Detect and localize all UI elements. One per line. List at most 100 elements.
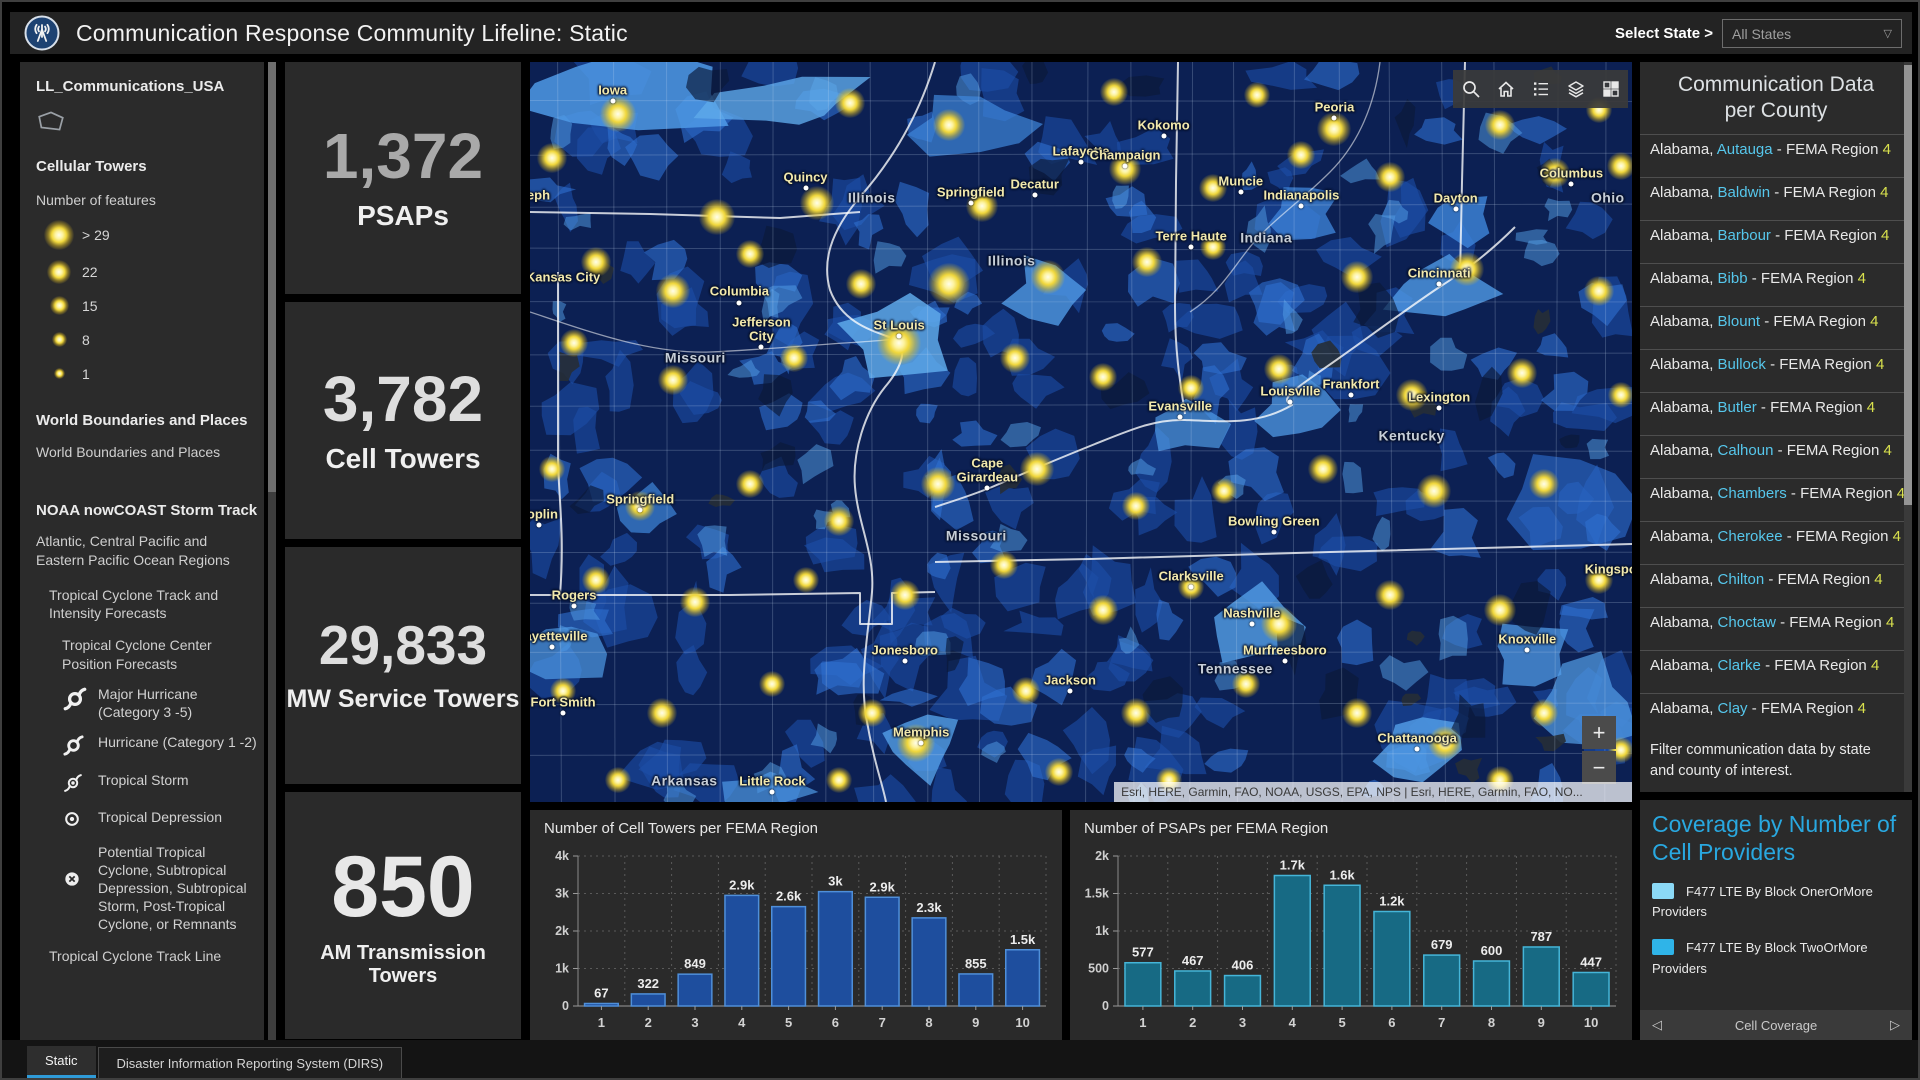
county-row[interactable]: Alabama, Butler - FEMA Region 4 (1640, 391, 1912, 435)
glow-dot-icon (51, 332, 67, 348)
size-class-row: 22 (36, 259, 258, 284)
svg-text:2k: 2k (1095, 849, 1109, 863)
bar (911, 917, 947, 1007)
county-row[interactable]: Alabama, Barbour - FEMA Region 4 (1640, 219, 1912, 263)
stat-label: Cell Towers (325, 442, 481, 474)
county-list: Alabama, Autauga - FEMA Region 4 Alabama,… (1640, 133, 1912, 736)
legend-scrollbar[interactable] (268, 62, 276, 1040)
legend-item-hurricane: Hurricane (Category 1 -2) (62, 733, 258, 760)
county-row[interactable]: Alabama, Choctaw - FEMA Region 4 (1640, 606, 1912, 650)
legend-item-potential-cyclone: Potential Tropical Cyclone, Subtropical … (62, 843, 258, 934)
glow-dot-icon (53, 368, 65, 380)
tab-bar: Static Disaster Information Reporting Sy… (2, 1040, 1918, 1078)
bar (1323, 884, 1361, 1007)
svg-text:10: 10 (1015, 1015, 1029, 1030)
county-row[interactable]: Alabama, Bullock - FEMA Region 4 (1640, 348, 1912, 392)
legend-panel: LL_Communications_USA Cellular Towers Nu… (20, 62, 264, 1040)
svg-text:6: 6 (832, 1015, 839, 1030)
county-row[interactable]: Alabama, Baldwin - FEMA Region 4 (1640, 176, 1912, 220)
tropical-storm-icon (62, 771, 98, 797)
cell-towers-chart: 0 1k 2k 3k 4k 67 1 322 2 849 3 2.9k 4 2.6k 5 3k 6 2.9k 7 2.… (530, 842, 1062, 1042)
svg-text:10: 10 (1584, 1015, 1598, 1030)
county-row[interactable]: Alabama, Calhoun - FEMA Region 4 (1640, 434, 1912, 478)
basemap-icon[interactable] (1593, 70, 1628, 108)
coverage-legend-item: F477 LTE By Block TwoOrMore Providers (1652, 939, 1868, 976)
county-scrollbar[interactable] (1904, 62, 1912, 792)
bar (958, 973, 994, 1007)
state-dropdown[interactable]: All States ▽ (1722, 19, 1902, 48)
size-class-label: > 29 (82, 226, 110, 243)
bar (1174, 970, 1212, 1007)
svg-text:2: 2 (645, 1015, 652, 1030)
svg-text:1.2k: 1.2k (1379, 894, 1405, 909)
county-data-panel: Communication Data per County Alabama, A… (1640, 62, 1912, 792)
stat-psaps: 1,372 PSAPs (285, 62, 521, 294)
svg-text:4k: 4k (555, 849, 569, 863)
header-bar: Communication Response Community Lifelin… (10, 12, 1912, 54)
size-class-row: 1 (36, 362, 258, 386)
county-row[interactable]: Alabama, Clarke - FEMA Region 4 (1640, 649, 1912, 693)
svg-text:679: 679 (1431, 937, 1453, 952)
map-zoom-controls: + − (1582, 716, 1616, 786)
polygon-symbol-icon (38, 111, 64, 131)
select-state-label: Select State > (1615, 25, 1713, 42)
county-row[interactable]: Alabama, Autauga - FEMA Region 4 (1640, 133, 1912, 177)
stat-label: AM Transmission Towers (320, 941, 486, 987)
svg-text:1.7k: 1.7k (1280, 858, 1306, 873)
svg-text:3k: 3k (828, 874, 843, 889)
bar (1472, 960, 1511, 1007)
county-row[interactable]: Alabama, Bibb - FEMA Region 4 (1640, 262, 1912, 306)
svg-text:406: 406 (1232, 958, 1254, 973)
zoom-out-button[interactable]: − (1582, 751, 1616, 784)
svg-text:3k: 3k (555, 887, 569, 901)
next-arrow-icon[interactable]: ▷ (1890, 1017, 1900, 1032)
home-icon[interactable] (1488, 70, 1523, 108)
glow-dot-icon (49, 296, 69, 316)
bar (1124, 961, 1162, 1007)
county-row[interactable]: Alabama, Chambers - FEMA Region 4 (1640, 477, 1912, 521)
stat-value: 1,372 (322, 120, 484, 192)
county-row[interactable]: Alabama, Chilton - FEMA Region 4 (1640, 563, 1912, 607)
bar (1223, 974, 1262, 1007)
svg-text:2: 2 (1189, 1015, 1196, 1030)
tab-dirs[interactable]: Disaster Information Reporting System (D… (97, 1047, 403, 1078)
svg-text:67: 67 (594, 985, 608, 1000)
legend-item-tropical-storm: Tropical Storm (62, 771, 258, 797)
county-row[interactable]: Alabama, Blount - FEMA Region 4 (1640, 305, 1912, 349)
legend-item-major-hurricane: Major Hurricane (Category 3 -5) (62, 685, 258, 721)
layer-title: Cellular Towers (36, 158, 147, 175)
tropical-depression-icon (62, 808, 98, 832)
stat-value: 3,782 (322, 362, 484, 435)
county-row[interactable]: Alabama, Cherokee - FEMA Region 4 (1640, 520, 1912, 564)
stat-label: MW Service Towers (286, 684, 520, 713)
bar (817, 890, 853, 1007)
coverage-panel: Coverage by Number of Cell Providers F47… (1640, 800, 1912, 1040)
stat-value: 850 (331, 838, 475, 935)
coverage-map[interactable]: Iowa Peoria Kokomo Lafayette Muncie Champaign… (530, 62, 1632, 802)
glow-dot-icon (47, 259, 71, 284)
legend-group-title: NOAA nowCOAST Storm Track (36, 501, 258, 519)
state-dropdown-value: All States (1732, 25, 1792, 42)
svg-text:0: 0 (1102, 999, 1109, 1013)
coverage-swatch-two-or-more (1652, 939, 1674, 956)
size-class-row: 15 (36, 294, 258, 318)
stat-cell-towers: 3,782 Cell Towers (285, 302, 521, 539)
county-filter-hint: Filter communication data by state and c… (1640, 734, 1904, 792)
svg-text:322: 322 (637, 976, 659, 991)
layers-icon[interactable] (1558, 70, 1593, 108)
search-icon[interactable] (1453, 70, 1488, 108)
size-class-row: > 29 (36, 219, 258, 250)
county-row[interactable]: Alabama, Clay - FEMA Region 4 (1640, 692, 1912, 736)
size-class-row: 8 (36, 328, 258, 352)
page-title: Communication Response Community Lifelin… (76, 19, 628, 46)
bar (1005, 949, 1041, 1007)
svg-text:5: 5 (1338, 1015, 1345, 1030)
previous-arrow-icon[interactable]: ◁ (1652, 1017, 1662, 1032)
svg-text:7: 7 (879, 1015, 886, 1030)
tab-static[interactable]: Static (27, 1046, 96, 1078)
legend-subgroup: Tropical Cyclone Center Position Forecas… (62, 637, 212, 673)
svg-text:8: 8 (925, 1015, 932, 1030)
bar (771, 905, 807, 1007)
legend-icon[interactable] (1523, 70, 1558, 108)
zoom-in-button[interactable]: + (1582, 716, 1616, 749)
